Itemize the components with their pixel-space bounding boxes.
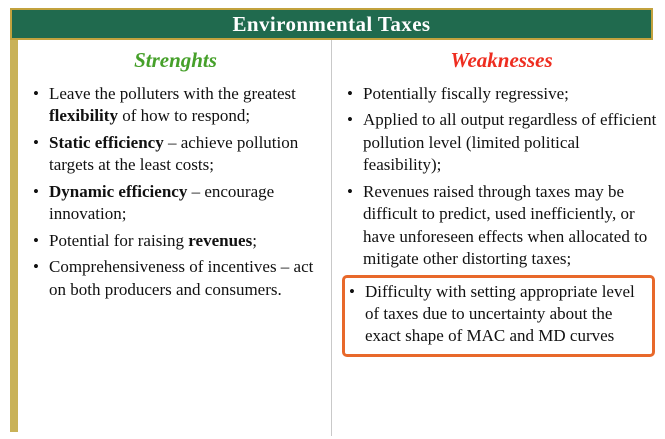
strengths-list: Leave the polluters with the greatest fl… [32,83,319,301]
list-item: Applied to all output regardless of effi… [346,109,657,176]
list-item: Potential for raising revenues; [32,230,319,253]
two-column-table: Strenghts Leave the polluters with the g… [18,40,663,436]
list-item: Leave the polluters with the greatest fl… [32,83,319,128]
weaknesses-list: Potentially fiscally regressive; Applied … [342,83,657,357]
list-item: Static efficiency – achieve pollution ta… [32,132,319,177]
list-item: Comprehensiveness of incentives – act on… [32,256,319,301]
list-item-highlighted: Difficulty with setting appropriate leve… [342,274,655,357]
column-strengths: Strenghts Leave the polluters with the g… [18,40,332,436]
page-title: Environmental Taxes [232,11,431,36]
column-weaknesses: Weaknesses Potentially fiscally regressi… [332,40,663,436]
list-item: Potentially fiscally regressive; [346,83,657,106]
left-accent-strip [10,40,18,432]
header-bar: Environmental Taxes [10,8,653,40]
list-item: Dynamic efficiency – encourage innovatio… [32,181,319,226]
strengths-heading: Strenghts [134,48,217,72]
list-item: Revenues raised through taxes may be dif… [346,181,657,271]
weaknesses-heading: Weaknesses [450,48,553,72]
